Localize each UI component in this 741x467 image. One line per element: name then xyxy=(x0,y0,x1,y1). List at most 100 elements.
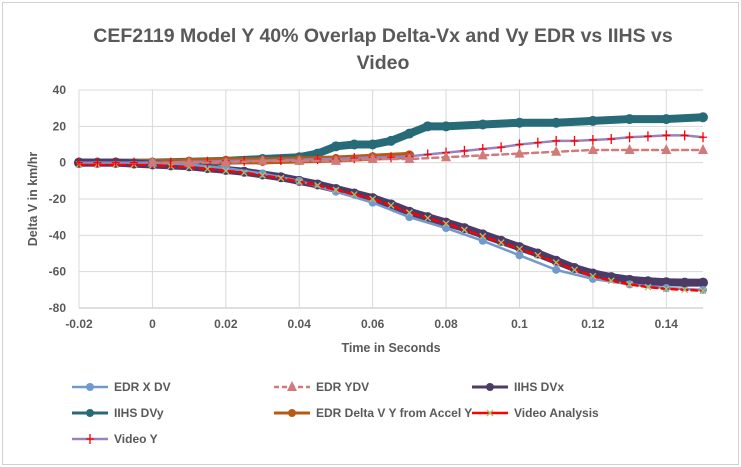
data-point xyxy=(405,213,414,222)
data-point xyxy=(424,214,432,222)
data-point xyxy=(514,147,525,158)
data-point xyxy=(624,143,635,154)
data-point xyxy=(460,226,468,234)
data-point xyxy=(679,277,690,288)
data-point xyxy=(514,117,525,128)
y-axis-label: Delta V in km/hr xyxy=(26,152,40,247)
legend-swatch xyxy=(472,383,508,391)
legend-swatch xyxy=(274,381,310,391)
series-iihs-dvx xyxy=(74,157,708,288)
data-point xyxy=(350,153,359,164)
chart-title: CEF2119 Model Y 40% Overlap Delta-Vx and… xyxy=(63,23,703,77)
data-point xyxy=(367,139,378,150)
legend-label: Video Y xyxy=(114,432,158,446)
series-edr-x-dv xyxy=(148,158,707,294)
data-point xyxy=(86,383,94,391)
data-point xyxy=(332,186,340,194)
data-point xyxy=(699,132,707,143)
data-point xyxy=(497,142,506,153)
data-point xyxy=(607,277,615,285)
data-point xyxy=(442,224,451,233)
legend-swatch xyxy=(274,409,310,417)
series-line xyxy=(151,161,705,292)
data-point xyxy=(552,135,561,146)
data-point xyxy=(330,141,341,152)
data-point xyxy=(533,137,542,148)
data-point xyxy=(387,152,395,163)
data-point xyxy=(405,209,413,217)
legend-label: IIHS DVy xyxy=(114,406,164,420)
legend-item: EDR Delta V Y from Accel Y xyxy=(272,406,472,420)
data-point xyxy=(570,135,579,146)
data-point xyxy=(287,381,297,391)
series-edr-ydv xyxy=(147,143,708,167)
chart-title-line-2: Video xyxy=(356,52,410,74)
data-point xyxy=(552,265,561,274)
data-point xyxy=(698,112,708,123)
x-tick-label: -0.02 xyxy=(65,317,93,331)
data-point xyxy=(75,157,83,168)
y-tick-label: 0 xyxy=(59,156,66,170)
x-tick-label: 0.14 xyxy=(655,317,679,331)
data-point xyxy=(552,259,560,267)
data-point xyxy=(661,143,672,154)
data-point xyxy=(86,409,94,417)
data-point xyxy=(551,145,562,156)
data-point xyxy=(130,157,139,168)
series-line xyxy=(75,158,707,287)
data-point xyxy=(534,251,542,259)
data-point xyxy=(662,130,671,141)
data-point xyxy=(626,280,634,288)
legend-item: Video Analysis xyxy=(470,406,599,420)
data-point xyxy=(277,174,285,182)
data-point xyxy=(350,190,358,198)
legend-label: Video Analysis xyxy=(514,406,599,420)
data-point xyxy=(259,171,266,179)
y-tick-label: 20 xyxy=(53,119,67,133)
data-point xyxy=(477,119,488,130)
data-point xyxy=(222,167,230,175)
y-tick-label: -20 xyxy=(49,192,67,206)
data-point xyxy=(661,277,672,288)
data-point xyxy=(587,143,598,154)
legend-swatch xyxy=(472,409,508,417)
data-point xyxy=(680,130,689,141)
data-point xyxy=(588,134,597,145)
data-point xyxy=(681,286,689,294)
data-point xyxy=(587,115,598,126)
data-point xyxy=(698,143,708,154)
data-point xyxy=(698,277,708,288)
data-point xyxy=(460,145,469,156)
data-point xyxy=(643,131,652,142)
data-point xyxy=(404,128,415,139)
data-point xyxy=(204,165,211,173)
data-point xyxy=(295,178,303,186)
data-point xyxy=(184,156,195,167)
legend-swatch xyxy=(72,434,108,444)
data-point xyxy=(441,121,452,132)
x-tick-label: 0 xyxy=(149,317,156,331)
data-point xyxy=(497,239,505,247)
data-point xyxy=(662,285,670,293)
data-point xyxy=(240,169,248,177)
data-point xyxy=(288,409,296,417)
data-point xyxy=(257,154,268,165)
data-point xyxy=(699,287,707,295)
data-point xyxy=(111,157,120,168)
data-point xyxy=(477,149,488,160)
data-point xyxy=(515,251,524,260)
legend-item: EDR X DV xyxy=(70,380,171,394)
data-point xyxy=(386,135,396,146)
data-point xyxy=(486,409,494,417)
legend-label: EDR Delta V Y from Accel Y xyxy=(316,406,473,420)
data-point xyxy=(93,157,102,168)
legend-label: IIHS DVx xyxy=(514,380,565,394)
data-point xyxy=(313,154,322,165)
legend-item: EDR YDV xyxy=(272,380,369,394)
legend-label: EDR YDV xyxy=(316,380,370,394)
data-point xyxy=(294,154,305,165)
x-tick-label: 0.02 xyxy=(214,317,238,331)
data-point xyxy=(442,220,450,227)
